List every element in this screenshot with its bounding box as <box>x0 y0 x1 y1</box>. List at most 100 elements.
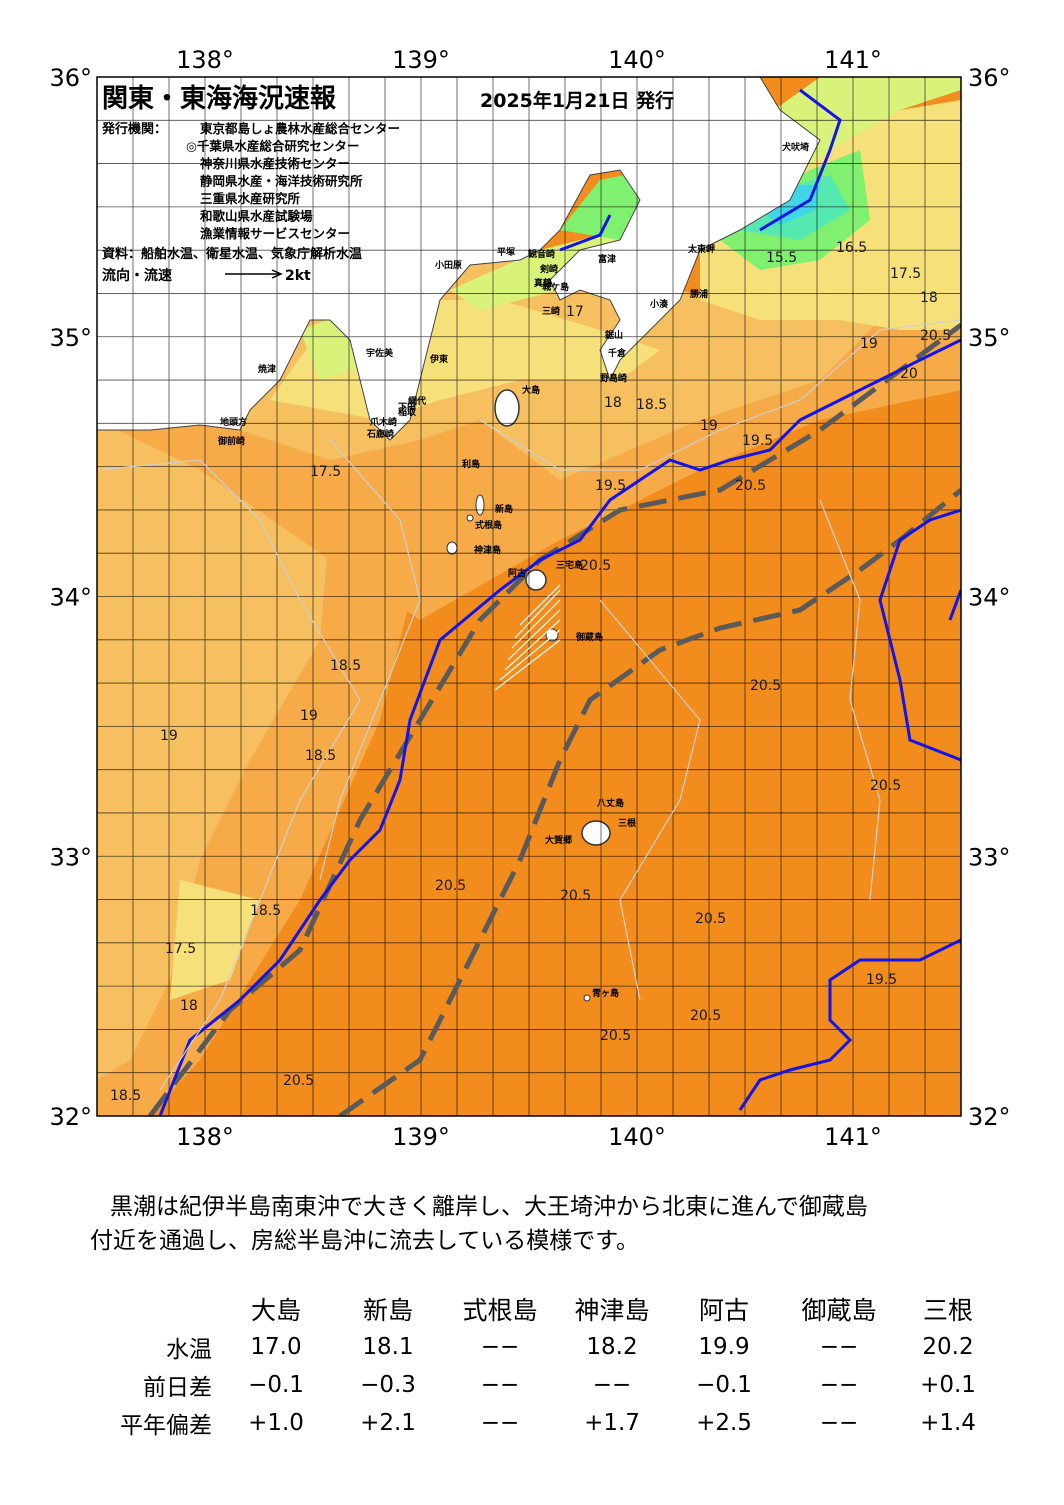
latitude-label: 34° <box>49 584 92 612</box>
isotherm-label: 19 <box>860 336 878 352</box>
isotherm-label: 20.5 <box>690 1008 721 1024</box>
flow-legend-scale: 2kt <box>285 268 311 284</box>
issuer-name: ◎千葉県水産総合研究センター <box>186 139 359 154</box>
place-label: 網代 <box>408 395 426 407</box>
isotherm-label: 20.5 <box>750 678 781 694</box>
place-label: 稲取 <box>398 406 417 418</box>
table-cell: +1.7 <box>584 1410 640 1436</box>
col-header: 三根 <box>922 1296 973 1325</box>
place-label: 三根 <box>618 817 637 829</box>
table-cell: −− <box>480 1334 520 1360</box>
place-label: 太東岬 <box>687 243 715 255</box>
place-label: 犬吠埼 <box>781 141 809 153</box>
place-label: 鋸山 <box>605 329 623 341</box>
isotherm-label: 20 <box>900 366 918 382</box>
place-label: 伊東 <box>429 353 448 365</box>
isotherm-label: 18.5 <box>636 397 667 413</box>
table-cell: −− <box>592 1372 632 1398</box>
table-cell: +1.4 <box>920 1410 976 1436</box>
issuer-label: 発行機関： <box>101 121 167 137</box>
isotherm-label: 20.5 <box>283 1073 314 1089</box>
place-label: 真鶴 <box>534 277 552 289</box>
table-cell: −− <box>819 1334 859 1360</box>
row-label: 水温 <box>166 1337 212 1363</box>
table-cell: 19.9 <box>698 1334 750 1360</box>
longitude-label: 141° <box>824 46 882 74</box>
place-label: 爪木崎 <box>370 416 397 428</box>
longitude-label: 140° <box>608 1123 666 1151</box>
isotherm-label: 18.5 <box>110 1088 141 1104</box>
col-header: 御蔵島 <box>801 1296 877 1325</box>
place-label: 千倉 <box>608 347 627 359</box>
place-label: 三宅島 <box>556 559 583 571</box>
place-label: 青ヶ島 <box>592 987 619 999</box>
place-label: 利島 <box>461 458 480 470</box>
issuer-list: 東京都島しょ農林水産総合センター ◎千葉県水産総合研究センター神奈川県水産技術セン… <box>186 121 400 241</box>
table-cell: −− <box>480 1372 520 1398</box>
table-header-row: 大島 新島 式根島 神津島 阿古 御蔵島 三根 <box>90 1290 998 1328</box>
col-header: 大島 <box>250 1296 301 1325</box>
isotherm-label: 20.5 <box>920 328 951 344</box>
isotherm-label: 17.5 <box>310 464 341 480</box>
latitude-label: 35° <box>49 324 92 352</box>
place-label: 地頭方 <box>220 416 247 428</box>
longitude-label: 141° <box>824 1123 882 1151</box>
isotherm-label: 19.5 <box>595 478 626 494</box>
table-row: 平年偏差 +1.0 +2.1 −− +1.7 +2.5 −− +1.4 <box>90 1404 998 1442</box>
longitude-labels-bottom: 138° 139° 140° 141° <box>176 1123 882 1151</box>
isotherm-label: 17.5 <box>165 941 196 957</box>
place-label: 下田 <box>398 402 416 413</box>
table-cell: 20.2 <box>922 1334 974 1360</box>
place-label: 小田原 <box>434 259 462 271</box>
place-label: 式根島 <box>475 519 502 531</box>
isotherm-label: 20.5 <box>870 778 901 794</box>
graticule <box>97 77 961 1116</box>
summary-line-1: 黒潮は紀伊半島南東沖で大きく離岸し、大王埼沖から北東に進んで御蔵島 <box>110 1194 868 1220</box>
place-label: 小湊 <box>649 298 669 310</box>
latitude-label: 36° <box>968 64 1011 92</box>
isotherm-label: 20.5 <box>560 888 591 904</box>
col-header: 式根島 <box>462 1296 538 1325</box>
latitude-label: 34° <box>968 584 1011 612</box>
issue-date: 2025年1月21日 発行 <box>480 89 674 112</box>
latitude-label: 33° <box>49 843 92 871</box>
place-label: 八丈島 <box>596 797 624 809</box>
col-header: 神津島 <box>574 1296 650 1325</box>
table-corner <box>90 1290 220 1328</box>
table-cell: −0.1 <box>248 1372 304 1398</box>
table-row: 水温 17.0 18.1 −− 18.2 19.9 −− 20.2 <box>90 1328 998 1366</box>
table-cell: 18.1 <box>362 1334 414 1360</box>
issuer-name: 静岡県水産・海洋技術研究所 <box>200 174 363 189</box>
flow-legend-label: 流向・流速 <box>102 267 172 284</box>
latitude-label: 36° <box>49 64 92 92</box>
place-label: 観音崎 <box>528 248 555 260</box>
place-label: 焼津 <box>258 363 276 375</box>
flow-legend-arrowhead <box>271 269 283 279</box>
isotherm-label: 20.5 <box>735 478 766 494</box>
longitude-labels-top: 138° 139° 140° 141° <box>176 46 882 74</box>
place-label: 新島 <box>495 503 513 515</box>
issuer-name: 三重県水産研究所 <box>200 191 301 206</box>
isotherm-label: 19 <box>300 708 318 724</box>
place-label: 阿古 <box>508 567 526 579</box>
issuer-name: 神奈川県水産技術センター <box>200 156 350 171</box>
table-cell: −0.1 <box>696 1372 752 1398</box>
isotherm-label: 17 <box>566 304 584 320</box>
table-cell: +1.0 <box>248 1410 304 1436</box>
place-label: 剣崎 <box>539 263 558 275</box>
table-cell: +2.5 <box>696 1410 752 1436</box>
isotherm-label: 20.5 <box>580 558 611 574</box>
isotherm-label: 20.5 <box>435 878 466 894</box>
current-vectors <box>494 584 561 691</box>
isotherm-lines <box>97 319 961 1091</box>
table-cell: −− <box>819 1410 859 1436</box>
place-label: 大島 <box>522 384 540 396</box>
issuer-name: 和歌山県水産試験場 <box>199 209 313 224</box>
latitude-label: 33° <box>968 843 1011 871</box>
isotherm-label: 18 <box>920 290 938 306</box>
place-label: 勝浦 <box>690 288 708 300</box>
place-label: 御蔵島 <box>575 631 603 643</box>
row-label: 前日差 <box>143 1375 212 1401</box>
place-label: 野島崎 <box>600 372 627 384</box>
